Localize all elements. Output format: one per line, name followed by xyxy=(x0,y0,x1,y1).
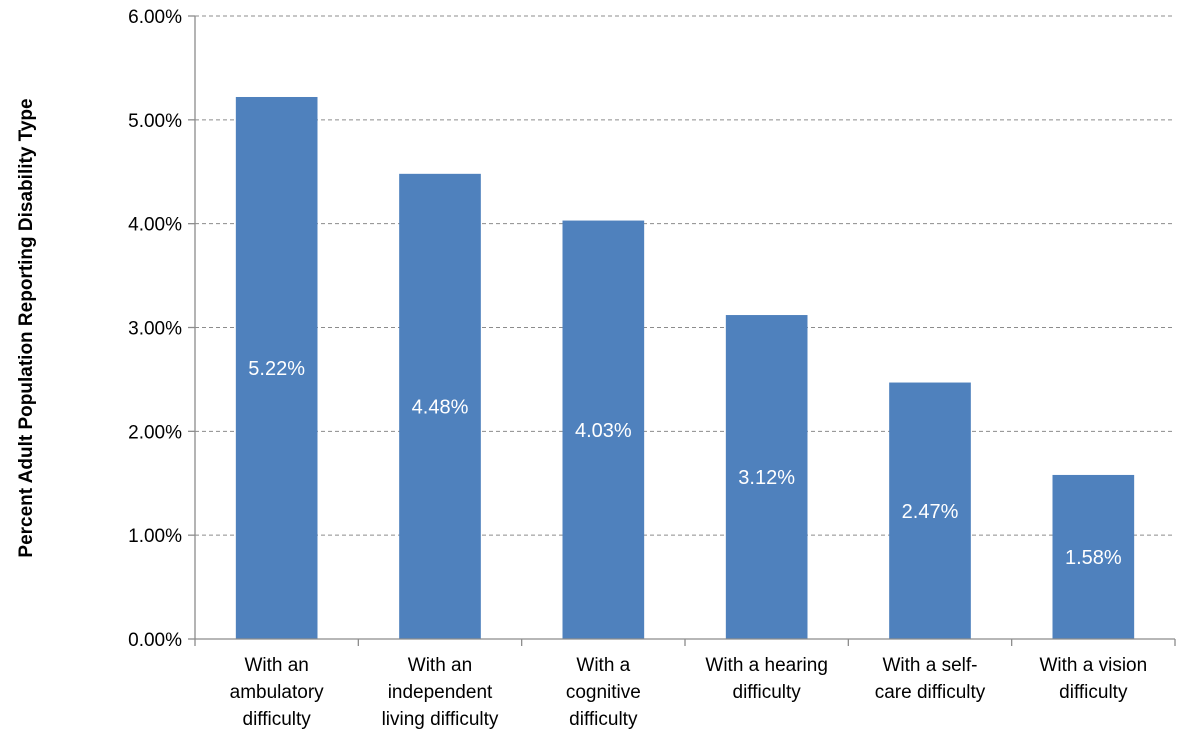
gridlines xyxy=(195,15,1175,536)
category-label-line: With an xyxy=(408,655,472,676)
category-label-line: difficulty xyxy=(569,709,638,730)
category-label: With a cognitive difficulty xyxy=(566,655,641,730)
bar xyxy=(562,220,645,639)
y-tick-label: 5.00% xyxy=(128,111,182,132)
bar xyxy=(399,173,481,639)
data-label: 5.22% xyxy=(248,358,305,380)
data-label: 2.47% xyxy=(902,501,959,523)
category-label-line: cognitive xyxy=(566,682,641,703)
bar xyxy=(235,96,318,640)
category-label-line: difficulty xyxy=(1059,682,1128,703)
y-tick-label: 1.00% xyxy=(128,526,182,547)
category-labels: With an ambulatory difficulty With an indepe… xyxy=(230,655,1148,730)
data-label: 1.58% xyxy=(1065,547,1122,569)
category-label-line: With a xyxy=(576,655,630,676)
y-tick-label: 0.00% xyxy=(128,630,182,651)
category-label-line: With an xyxy=(244,655,308,676)
category-label-line: With a self- xyxy=(882,655,977,676)
bars xyxy=(235,96,1135,640)
category-label-line: ambulatory xyxy=(230,682,324,703)
bar xyxy=(889,382,971,639)
data-label: 3.12% xyxy=(738,467,795,489)
category-label-line: difficulty xyxy=(243,709,312,730)
bar xyxy=(725,315,808,639)
category-label: With a self-care difficulty xyxy=(875,655,986,703)
data-labels: 5.22% 4.48% 4.03% 3.12% 2.47% 1.58% xyxy=(248,358,1122,569)
category-label: With a hearing difficulty xyxy=(705,655,828,703)
category-label-line: living difficulty xyxy=(382,709,499,730)
category-label: With a vision difficulty xyxy=(1039,655,1147,703)
category-label: With an ambulatory difficulty xyxy=(230,655,324,730)
axes xyxy=(188,15,1176,646)
category-label: With an independent living difficulty xyxy=(382,655,499,730)
category-label-line: With a vision xyxy=(1039,655,1147,676)
data-label: 4.03% xyxy=(575,420,632,442)
y-tick-label: 6.00% xyxy=(128,7,182,28)
bar xyxy=(1052,474,1135,639)
y-tick-labels: 0.00% 1.00% 2.00% 3.00% 4.00% 5.00% 6.00% xyxy=(128,7,182,651)
y-tick-label: 3.00% xyxy=(128,319,182,340)
y-axis-title: Percent Adult Population Reporting Disab… xyxy=(16,98,37,557)
category-label-line: With a hearing xyxy=(705,655,828,676)
y-tick-label: 4.00% xyxy=(128,215,182,236)
category-label-line: difficulty xyxy=(733,682,802,703)
y-tick-label: 2.00% xyxy=(128,422,182,443)
category-label-line: independent xyxy=(388,682,493,703)
category-label-line: care difficulty xyxy=(875,682,986,703)
data-label: 4.48% xyxy=(412,396,469,418)
